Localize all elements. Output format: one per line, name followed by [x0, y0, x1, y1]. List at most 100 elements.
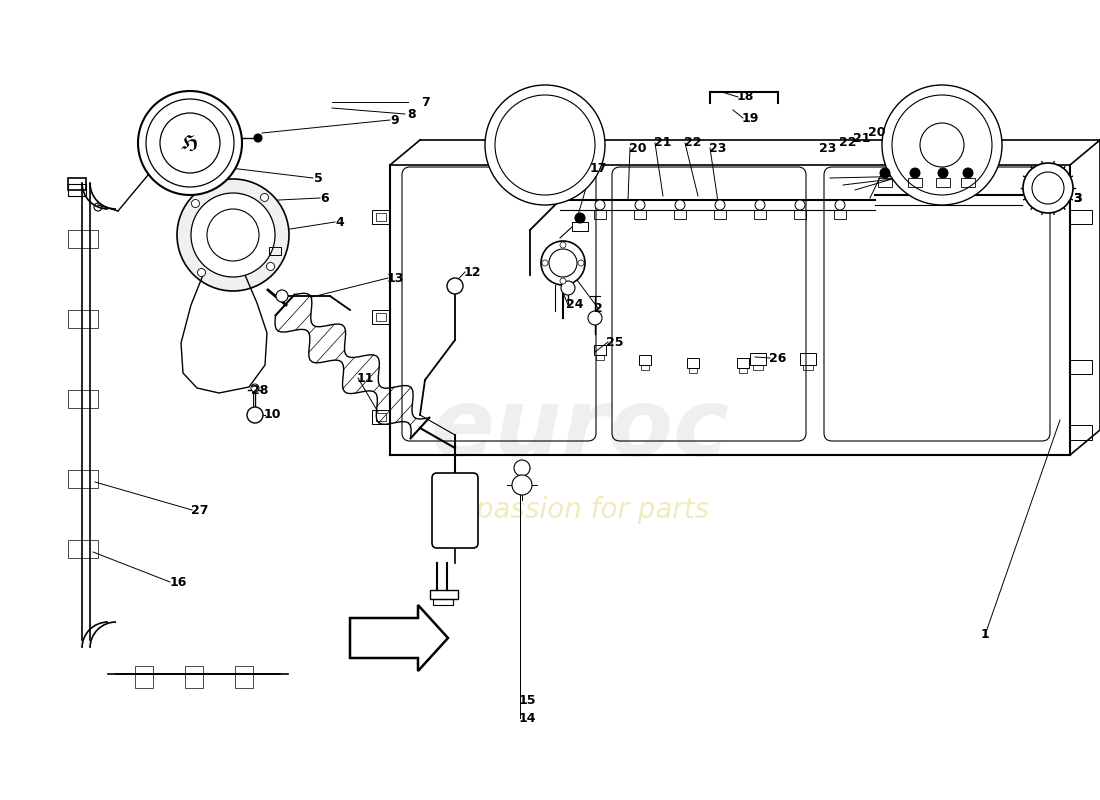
Text: 7: 7: [420, 95, 429, 109]
Text: 4: 4: [336, 215, 344, 229]
Text: 5: 5: [314, 171, 322, 185]
Circle shape: [266, 262, 275, 270]
Circle shape: [715, 200, 725, 210]
Text: 23: 23: [710, 142, 727, 154]
Circle shape: [578, 260, 584, 266]
Bar: [572, 222, 588, 231]
Bar: [689, 368, 697, 373]
Text: 22: 22: [839, 137, 857, 150]
Text: 20: 20: [629, 142, 647, 154]
Text: 20: 20: [868, 126, 886, 139]
Bar: [376, 413, 386, 421]
Text: 15: 15: [518, 694, 536, 706]
Text: 19: 19: [741, 111, 759, 125]
Bar: [270, 247, 280, 255]
Circle shape: [635, 200, 645, 210]
Text: 12: 12: [463, 266, 481, 278]
Text: a passion for parts: a passion for parts: [450, 496, 710, 524]
Text: 23: 23: [820, 142, 837, 154]
Bar: [1070, 210, 1092, 224]
Circle shape: [1023, 163, 1072, 213]
Text: 2: 2: [594, 302, 603, 314]
Bar: [430, 590, 458, 599]
Bar: [961, 178, 975, 187]
Text: 16: 16: [169, 575, 187, 589]
Circle shape: [248, 407, 263, 423]
Circle shape: [795, 200, 805, 210]
Circle shape: [938, 168, 948, 178]
Text: 8: 8: [408, 107, 416, 121]
Bar: [739, 368, 747, 373]
Circle shape: [177, 179, 289, 291]
Circle shape: [514, 460, 530, 476]
Bar: [185, 666, 204, 688]
Bar: [68, 310, 98, 328]
Circle shape: [560, 278, 566, 284]
Bar: [800, 353, 816, 365]
Text: 3: 3: [1074, 191, 1082, 205]
Circle shape: [561, 281, 575, 295]
Bar: [714, 210, 726, 219]
Bar: [596, 355, 604, 360]
Bar: [68, 540, 98, 558]
Circle shape: [512, 475, 532, 495]
Circle shape: [882, 85, 1002, 205]
Circle shape: [447, 278, 463, 294]
Circle shape: [835, 200, 845, 210]
Bar: [737, 358, 749, 368]
Circle shape: [588, 311, 602, 325]
Bar: [908, 178, 922, 187]
Text: 11: 11: [356, 371, 374, 385]
Bar: [235, 666, 253, 688]
Bar: [688, 358, 698, 368]
Text: 6: 6: [321, 191, 329, 205]
Circle shape: [962, 168, 974, 178]
Circle shape: [251, 384, 258, 392]
Circle shape: [198, 269, 206, 277]
Bar: [1070, 425, 1092, 440]
Bar: [639, 355, 651, 365]
Text: 27: 27: [191, 503, 209, 517]
Bar: [794, 210, 806, 219]
Text: 26: 26: [769, 351, 786, 365]
Bar: [594, 345, 606, 355]
Bar: [68, 390, 98, 408]
Circle shape: [560, 242, 566, 248]
Text: 25: 25: [606, 335, 624, 349]
Circle shape: [261, 194, 268, 202]
Bar: [376, 213, 386, 221]
FancyBboxPatch shape: [432, 473, 478, 548]
Text: 17: 17: [590, 162, 607, 174]
Circle shape: [276, 290, 288, 302]
Text: 24: 24: [566, 298, 584, 311]
Circle shape: [575, 213, 585, 223]
Circle shape: [595, 200, 605, 210]
Bar: [936, 178, 950, 187]
Bar: [754, 210, 766, 219]
Circle shape: [755, 200, 764, 210]
Circle shape: [910, 168, 920, 178]
Circle shape: [675, 200, 685, 210]
Bar: [754, 365, 763, 370]
Bar: [372, 410, 390, 424]
Text: 14: 14: [518, 711, 536, 725]
Bar: [68, 230, 98, 248]
Polygon shape: [350, 605, 448, 671]
Circle shape: [191, 193, 275, 277]
Circle shape: [880, 168, 890, 178]
Bar: [372, 210, 390, 224]
Text: 10: 10: [263, 409, 280, 422]
Circle shape: [138, 91, 242, 195]
Text: 22: 22: [684, 137, 702, 150]
Bar: [68, 178, 86, 190]
Bar: [372, 310, 390, 324]
Text: 3: 3: [1074, 191, 1082, 205]
Bar: [750, 353, 766, 365]
Bar: [376, 313, 386, 321]
Bar: [68, 184, 86, 196]
Bar: [68, 470, 98, 488]
Bar: [135, 666, 153, 688]
Bar: [594, 210, 606, 219]
Bar: [433, 599, 453, 605]
Text: 21: 21: [854, 131, 871, 145]
